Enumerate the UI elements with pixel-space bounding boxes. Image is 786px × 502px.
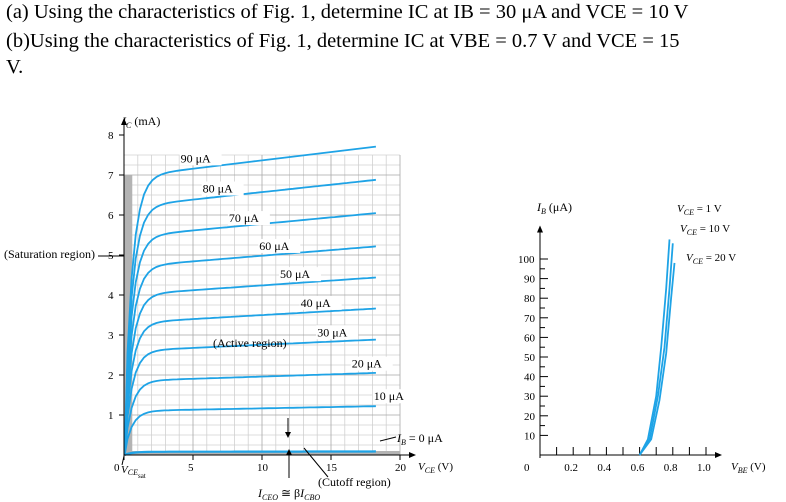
y-tick-label: 40 — [524, 372, 536, 384]
collector-curve — [123, 307, 376, 456]
y-axis-label: IB (μA) — [536, 200, 572, 216]
y-axis-label: IC (mA) — [121, 114, 160, 130]
x-tick-label: 0 — [524, 462, 530, 474]
x-axis-label: VCE (V) — [418, 461, 453, 475]
axes — [537, 225, 722, 458]
axes — [121, 118, 416, 459]
series-label-bg — [201, 181, 244, 196]
collector-curve — [123, 145, 377, 456]
collector-curve — [123, 405, 376, 456]
legend-vce-1v: VCE = 1 V — [677, 203, 722, 217]
base-curves — [638, 239, 676, 456]
x-axis-label: VBE (V) — [731, 461, 766, 475]
series-label-bg — [258, 238, 301, 253]
x-tick-label: 0.8 — [664, 462, 678, 474]
x-tick-label: 0.6 — [631, 462, 645, 474]
tick-labels: 10 20 30 40 50 60 70 80 90 100 0 0.2 0.4 0.6 0.8 1.0 — [518, 254, 711, 474]
series-label: 80 μA — [203, 182, 233, 196]
question-part-b: (b)Using the characteristics of Fig. 1, … — [6, 30, 680, 52]
x-tick-label: 5 — [188, 462, 194, 474]
x-axis-arrow — [715, 452, 722, 458]
collector-curve — [123, 212, 376, 456]
y-tick-label: 6 — [108, 210, 114, 222]
ib-zero-label: IB = 0 μA — [396, 431, 443, 447]
active-region-label: (Active region) — [213, 336, 287, 350]
x-tick-label: 15 — [326, 462, 338, 474]
base-curve — [638, 243, 674, 456]
legend-vce-20v: VCE = 20 V — [686, 252, 736, 266]
collector-curves — [123, 145, 377, 457]
y-tick-label: 80 — [524, 293, 536, 305]
x-tick-label: 0.2 — [564, 462, 578, 474]
series-label-bg — [179, 151, 222, 166]
y-tick-label: 4 — [108, 290, 114, 302]
saturation-region-label: (Saturation region) — [4, 247, 95, 261]
y-tick-label: 30 — [524, 391, 536, 403]
y-tick-label: 60 — [524, 332, 536, 344]
annotation-arrows — [98, 255, 397, 478]
y-tick-label: 7 — [108, 170, 114, 182]
series-label: 40 μA — [301, 296, 331, 310]
series-label: 60 μA — [259, 239, 289, 253]
y-tick-label: 90 — [524, 274, 536, 286]
collector-curve — [123, 372, 376, 456]
series-label-bg — [372, 389, 415, 404]
series-label: 20 μA — [352, 357, 382, 371]
y-tick-label: 3 — [108, 330, 114, 342]
saturation-region-band — [124, 175, 133, 455]
y-tick-label: 10 — [524, 430, 536, 442]
series-label-bg — [227, 211, 270, 226]
series-label: 50 μA — [280, 267, 310, 281]
series-label-bg — [299, 295, 342, 310]
question-part-b-continued: V. — [6, 56, 24, 78]
y-tick-label: 2 — [108, 370, 114, 382]
collector-curve — [123, 276, 376, 456]
cutoff-region-band — [124, 451, 400, 455]
y-tick-label: 20 — [524, 411, 536, 423]
y-tick-label: 100 — [518, 254, 535, 266]
collector-curve — [123, 178, 377, 456]
series-label-bg — [278, 267, 321, 282]
x-tick-label: 20 — [395, 462, 407, 474]
base-curve — [638, 262, 676, 456]
collector-curve — [124, 450, 376, 457]
x-axis-arrow — [409, 452, 416, 458]
base-curve — [638, 239, 671, 456]
y-tick-label: 70 — [524, 313, 536, 325]
question-part-a: (a) Using the characteristics of Fig. 1,… — [6, 1, 689, 23]
collector-curve — [123, 338, 376, 456]
series-label-bg — [350, 356, 393, 371]
y-tick-label: 50 — [524, 352, 536, 364]
y-axis-arrow — [121, 118, 127, 125]
y-tick-label: 1 — [108, 410, 114, 422]
x-tick-label: 1.0 — [697, 462, 711, 474]
legend-vce-10v: VCE = 10 V — [680, 223, 730, 237]
series-label: 90 μA — [181, 151, 211, 165]
series-label: 30 μA — [317, 325, 347, 339]
series-label-bg — [316, 325, 359, 340]
iceo-label: ICEO ≅ βICBO — [257, 486, 320, 502]
x-tick-label: 0.4 — [597, 462, 611, 474]
y-axis-arrow — [537, 225, 543, 233]
vce-sat-label: VCEsat — [121, 464, 146, 480]
x-tick-label: 10 — [257, 462, 269, 474]
collector-curve — [123, 245, 376, 456]
series-label: 10 μA — [374, 389, 404, 403]
series-label: 70 μA — [229, 211, 259, 225]
y-tick-label: 8 — [108, 130, 114, 142]
cutoff-region-label: (Cutoff region) — [318, 475, 391, 489]
x-tick-label: 0 — [114, 462, 120, 474]
input-characteristics-chart: 10 20 30 40 50 60 70 80 90 100 0 0.2 0.4 0.6 0.8 1.0 IB… — [518, 200, 766, 475]
